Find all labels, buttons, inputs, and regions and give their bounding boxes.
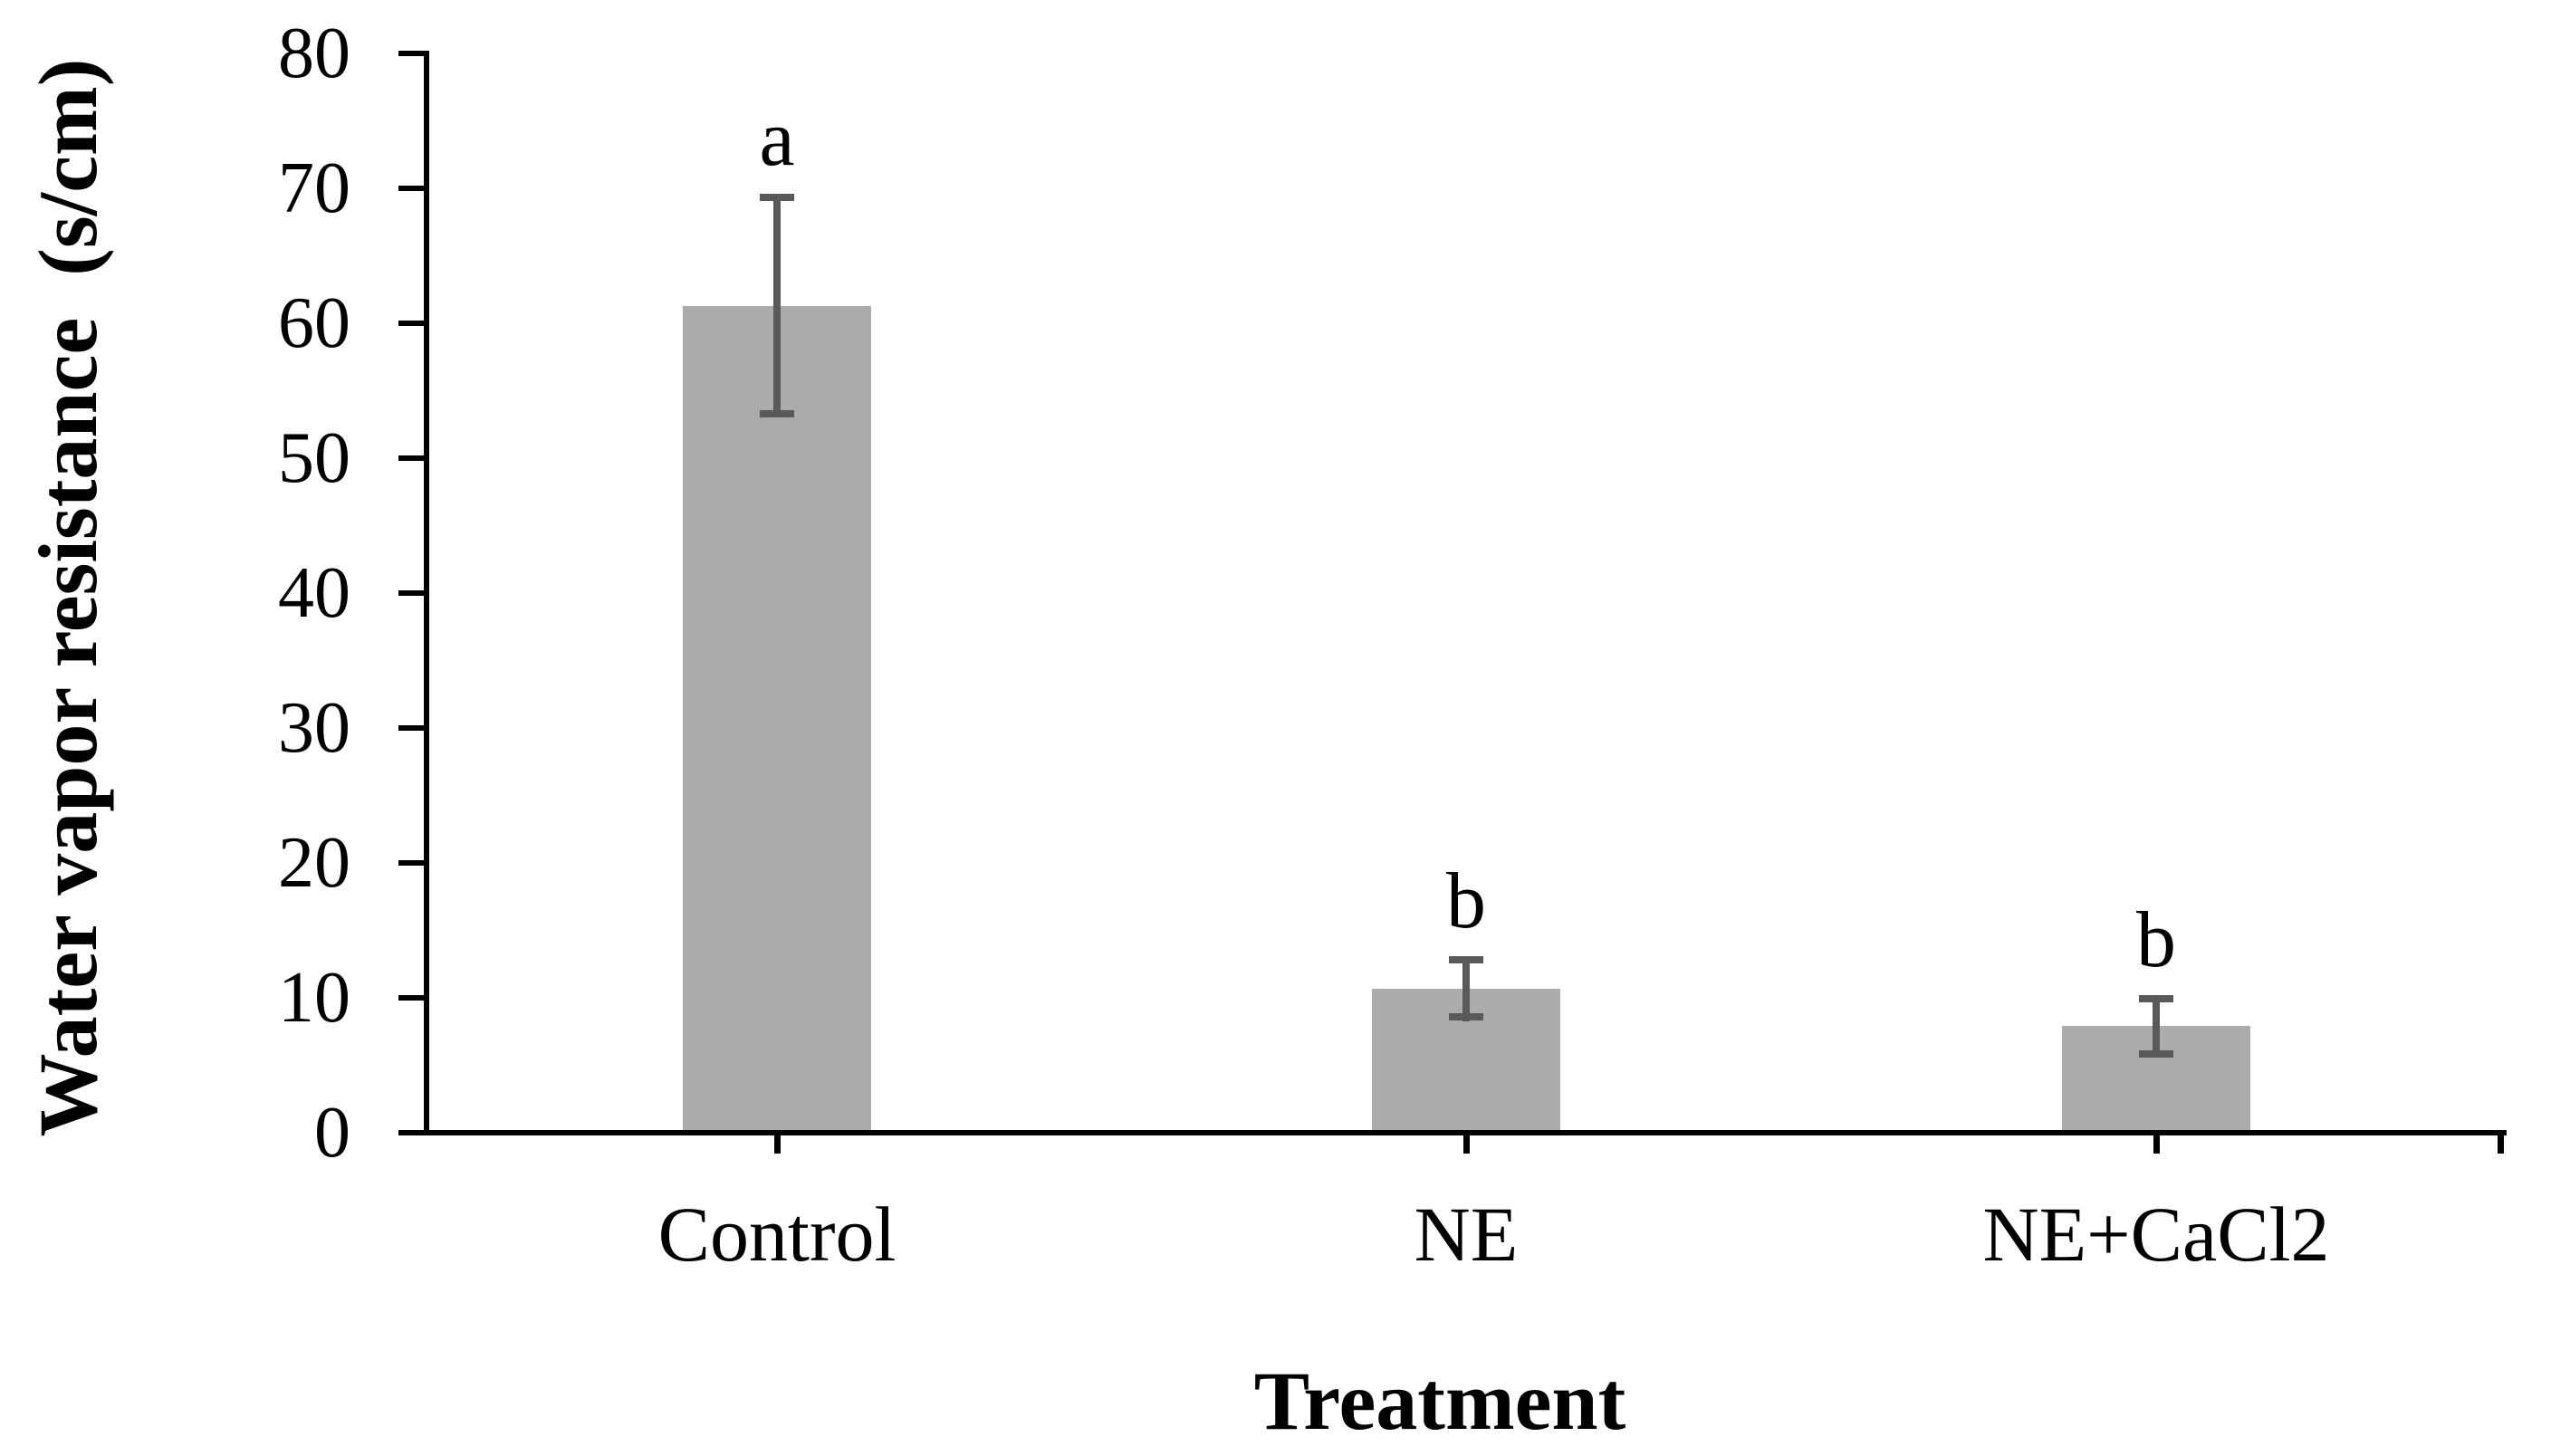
- y-tick-70: [398, 186, 424, 191]
- x-tick-NE: [1463, 1135, 1470, 1154]
- y-tick-label-50: 50: [278, 418, 350, 498]
- error-bar-cap-top-NE: [1449, 956, 1483, 963]
- y-tick-40: [398, 590, 424, 596]
- x-axis-end-tick: [2498, 1135, 2504, 1154]
- y-tick-label-60: 60: [278, 283, 350, 363]
- y-tick-10: [398, 995, 424, 1001]
- y-tick-label-0: 0: [314, 1093, 350, 1173]
- y-tick-20: [398, 860, 424, 866]
- error-bar-cap-bottom-NE: [1449, 1013, 1483, 1020]
- y-tick-label-30: 30: [278, 688, 350, 768]
- error-bar-cap-bottom-NE+CaCl2: [2139, 1050, 2173, 1058]
- y-tick-60: [398, 321, 424, 326]
- error-bar-cap-top-NE+CaCl2: [2139, 995, 2173, 1002]
- bar-Control: [683, 306, 871, 1130]
- x-category-label-Control: Control: [657, 1191, 897, 1278]
- y-tick-label-40: 40: [278, 553, 350, 633]
- x-tick-NE+CaCl2: [2153, 1135, 2160, 1154]
- y-tick-80: [398, 51, 424, 56]
- y-tick-label-70: 70: [278, 148, 350, 228]
- error-bar-line-NE: [1462, 956, 1470, 1021]
- x-tick-Control: [774, 1135, 781, 1154]
- significance-letter-NE: b: [1446, 857, 1486, 945]
- y-tick-50: [398, 455, 424, 461]
- x-axis-line: [424, 1130, 2507, 1135]
- x-category-label-NE: NE: [1414, 1191, 1519, 1278]
- y-axis-line: [424, 51, 429, 1135]
- y-tick-label-10: 10: [278, 958, 350, 1038]
- error-bar-line-Control: [773, 194, 781, 417]
- y-tick-label-80: 80: [278, 14, 350, 93]
- error-bar-cap-bottom-Control: [760, 410, 794, 417]
- significance-letter-NE+CaCl2: b: [2136, 896, 2176, 984]
- significance-letter-Control: a: [759, 95, 795, 183]
- x-category-label-NE+CaCl2: NE+CaCl2: [1982, 1191, 2330, 1278]
- y-tick-30: [398, 725, 424, 731]
- y-tick-0: [398, 1130, 424, 1135]
- x-axis-title: Treatment: [1253, 1355, 1626, 1447]
- error-bar-line-NE+CaCl2: [2153, 995, 2160, 1058]
- error-bar-cap-top-Control: [760, 194, 794, 201]
- y-tick-label-20: 20: [278, 823, 350, 903]
